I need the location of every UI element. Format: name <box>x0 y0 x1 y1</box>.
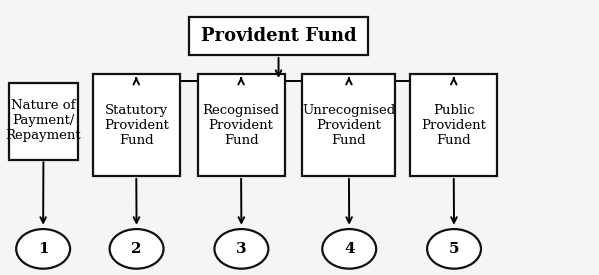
Text: 2: 2 <box>131 242 142 256</box>
FancyBboxPatch shape <box>189 16 368 55</box>
Text: Provident Fund: Provident Fund <box>201 27 356 45</box>
Text: 1: 1 <box>38 242 49 256</box>
Ellipse shape <box>110 229 164 269</box>
FancyBboxPatch shape <box>9 82 78 160</box>
FancyBboxPatch shape <box>302 74 395 176</box>
Text: 5: 5 <box>449 242 459 256</box>
Ellipse shape <box>427 229 481 269</box>
Text: Statutory
Provident
Fund: Statutory Provident Fund <box>104 104 169 147</box>
Text: Nature of
Payment/
Repayment: Nature of Payment/ Repayment <box>5 100 81 142</box>
Text: Recognised
Provident
Fund: Recognised Provident Fund <box>202 104 280 147</box>
Text: 3: 3 <box>236 242 247 256</box>
FancyBboxPatch shape <box>198 74 285 176</box>
Text: Unrecognised
Provident
Fund: Unrecognised Provident Fund <box>302 104 395 147</box>
Text: Public
Provident
Fund: Public Provident Fund <box>421 104 486 147</box>
Ellipse shape <box>214 229 268 269</box>
FancyBboxPatch shape <box>93 74 180 176</box>
Ellipse shape <box>322 229 376 269</box>
Text: 4: 4 <box>344 242 355 256</box>
Ellipse shape <box>16 229 70 269</box>
FancyBboxPatch shape <box>410 74 497 176</box>
